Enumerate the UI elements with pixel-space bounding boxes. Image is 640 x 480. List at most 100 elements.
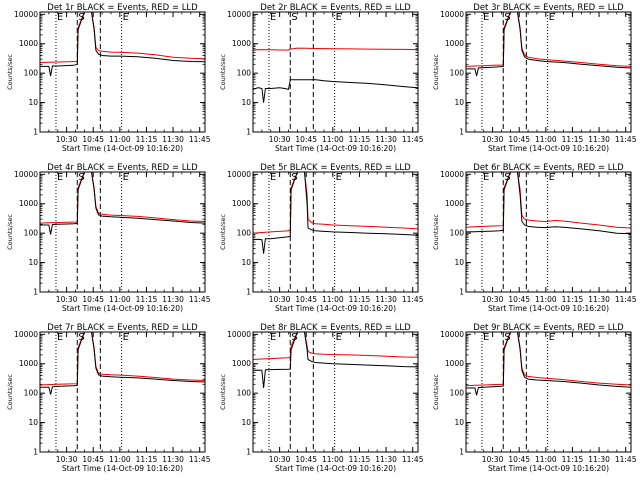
y-tick-label: 1 <box>33 448 38 457</box>
x-tick-label: 11:15 <box>562 455 584 464</box>
series-line-events <box>40 332 205 395</box>
x-tick-label: 11:30 <box>162 295 184 304</box>
plot-frame <box>39 331 206 453</box>
marker-letter: S <box>504 332 510 343</box>
series-line-lld <box>253 332 418 360</box>
marker-letter: S <box>78 12 84 23</box>
y-tick-label: 1000 <box>445 39 464 48</box>
y-tick-label: 10000 <box>440 10 464 19</box>
x-axis-label: Start Time (14-Oct-09 10:16:20) <box>62 144 183 153</box>
marker-letter: E <box>549 172 555 183</box>
x-tick-label: 11:30 <box>162 135 184 144</box>
y-tick-label: 1 <box>459 448 464 457</box>
x-tick-label: 10:45 <box>508 135 530 144</box>
y-tick-label: 10000 <box>227 10 251 19</box>
y-tick-label: 10000 <box>227 330 251 339</box>
marker-letter: E <box>336 12 342 23</box>
y-tick-label: 100 <box>24 69 39 78</box>
x-tick-label: 10:30 <box>269 295 291 304</box>
x-tick-label: 11:15 <box>136 455 158 464</box>
panel-title: Det 1r BLACK = Events, RED = LLD <box>47 3 198 13</box>
marker-letter: S <box>78 332 84 343</box>
x-axis-label: Start Time (14-Oct-09 10:16:20) <box>275 464 396 473</box>
x-tick-label: 11:45 <box>402 295 424 304</box>
x-tick-label: 11:45 <box>402 135 424 144</box>
panel-6: Det 6r BLACK = Events, RED = LLD 1 10 100 10… <box>432 163 637 313</box>
marker-letter: E <box>270 332 276 343</box>
marker-letter: E <box>549 332 555 343</box>
y-tick-label: 10 <box>28 98 38 107</box>
y-tick-label: 1000 <box>232 359 251 368</box>
marker-letter: S <box>291 12 297 23</box>
x-tick-label: 11:45 <box>615 455 637 464</box>
y-axis-label: Counts/sec <box>6 54 14 90</box>
marker-letter: E <box>57 172 63 183</box>
x-tick-label: 11:30 <box>375 295 397 304</box>
y-tick-label: 1000 <box>445 359 464 368</box>
x-tick-label: 11:15 <box>349 455 371 464</box>
marker-letter: E <box>270 172 276 183</box>
y-tick-label: 100 <box>450 229 465 238</box>
x-tick-label: 11:45 <box>402 455 424 464</box>
x-tick-label: 10:30 <box>482 295 504 304</box>
plot-frame <box>252 331 419 453</box>
x-tick-label: 11:30 <box>588 455 610 464</box>
y-axis-label: Counts/sec <box>6 374 14 410</box>
x-tick-label: 11:45 <box>615 295 637 304</box>
y-tick-label: 10000 <box>440 330 464 339</box>
series-line-events <box>253 332 418 389</box>
panel-1: Det 1r BLACK = Events, RED = LLD 1 10 100 10… <box>6 3 211 153</box>
y-tick-label: 10 <box>454 418 464 427</box>
y-tick-label: 1 <box>33 288 38 297</box>
x-tick-label: 11:00 <box>535 455 557 464</box>
series-line-events <box>40 12 205 77</box>
x-tick-label: 11:30 <box>375 455 397 464</box>
y-tick-label: 10000 <box>440 170 464 179</box>
x-axis-label: Start Time (14-Oct-09 10:16:20) <box>275 144 396 153</box>
plot-frame <box>252 11 419 133</box>
x-tick-label: 10:30 <box>56 135 78 144</box>
y-axis-label: Counts/sec <box>219 54 227 90</box>
marker-letter: E <box>123 12 129 23</box>
marker-letter: S <box>504 172 510 183</box>
y-tick-label: 1 <box>459 128 464 137</box>
y-tick-label: 10000 <box>14 10 38 19</box>
panel-title: Det 9r BLACK = Events, RED = LLD <box>473 323 624 333</box>
plot-frame <box>465 11 632 133</box>
marker-letter: S <box>291 172 297 183</box>
y-tick-label: 10 <box>454 258 464 267</box>
marker-letter: E <box>336 332 342 343</box>
marker-letter: S <box>504 12 510 23</box>
panel-title: Det 6r BLACK = Events, RED = LLD <box>473 163 624 173</box>
y-tick-label: 1 <box>33 128 38 137</box>
marker-letter: E <box>123 332 129 343</box>
y-axis-label: Counts/sec <box>432 54 440 90</box>
panel-7: Det 7r BLACK = Events, RED = LLD 1 10 100 10… <box>6 323 211 473</box>
y-tick-label: 1 <box>246 288 251 297</box>
x-tick-label: 11:00 <box>109 135 131 144</box>
x-tick-label: 11:00 <box>535 295 557 304</box>
x-tick-label: 11:00 <box>322 135 344 144</box>
y-axis-label: Counts/sec <box>6 214 14 250</box>
marker-letter: E <box>57 12 63 23</box>
panel-title: Det 2r BLACK = Events, RED = LLD <box>260 3 411 13</box>
x-axis-label: Start Time (14-Oct-09 10:16:20) <box>275 304 396 313</box>
y-tick-label: 10 <box>241 98 251 107</box>
series-line-events <box>253 172 418 254</box>
x-tick-label: 11:30 <box>588 135 610 144</box>
x-tick-label: 11:45 <box>615 135 637 144</box>
y-tick-label: 100 <box>237 229 252 238</box>
x-tick-label: 11:00 <box>109 455 131 464</box>
x-tick-label: 10:30 <box>482 455 504 464</box>
x-axis-label: Start Time (14-Oct-09 10:16:20) <box>62 304 183 313</box>
x-tick-label: 11:15 <box>562 295 584 304</box>
marker-letter: E <box>123 172 129 183</box>
plot-frame <box>39 171 206 293</box>
x-tick-label: 10:45 <box>508 295 530 304</box>
panel-2: Det 2r BLACK = Events, RED = LLD 1 10 100 10… <box>219 3 424 153</box>
y-tick-label: 10 <box>241 258 251 267</box>
panel-title: Det 3r BLACK = Events, RED = LLD <box>473 3 624 13</box>
x-tick-label: 11:15 <box>562 135 584 144</box>
x-tick-label: 11:15 <box>349 295 371 304</box>
